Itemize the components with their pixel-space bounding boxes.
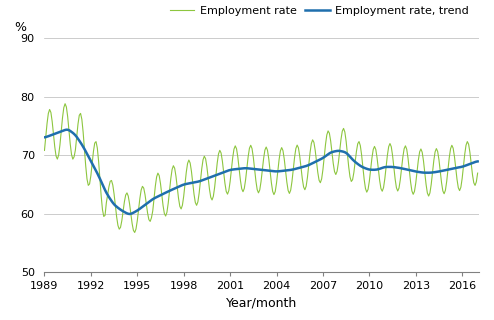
Y-axis label: %: %	[14, 21, 27, 34]
Employment rate	[475, 171, 481, 175]
Employment rate, trend	[388, 165, 394, 169]
Employment rate, trend	[374, 168, 380, 172]
Employment rate	[283, 169, 288, 172]
Employment rate	[374, 156, 380, 160]
Legend: Employment rate, Employment rate, trend: Employment rate, Employment rate, trend	[165, 2, 474, 21]
Employment rate, trend	[63, 128, 69, 132]
Employment rate	[41, 148, 47, 152]
Employment rate	[388, 145, 394, 148]
Employment rate, trend	[178, 184, 184, 188]
Employment rate, trend	[383, 165, 389, 169]
Line: Employment rate: Employment rate	[44, 104, 478, 232]
Employment rate	[132, 230, 138, 234]
Employment rate, trend	[50, 132, 56, 136]
Employment rate, trend	[126, 212, 132, 216]
Employment rate	[383, 165, 389, 169]
Employment rate, trend	[475, 159, 481, 163]
Employment rate	[178, 207, 184, 211]
Employment rate, trend	[283, 169, 288, 172]
Line: Employment rate, trend: Employment rate, trend	[44, 130, 478, 214]
Employment rate	[50, 132, 56, 136]
Employment rate, trend	[41, 135, 47, 139]
X-axis label: Year/month: Year/month	[226, 297, 297, 309]
Employment rate	[62, 102, 68, 106]
